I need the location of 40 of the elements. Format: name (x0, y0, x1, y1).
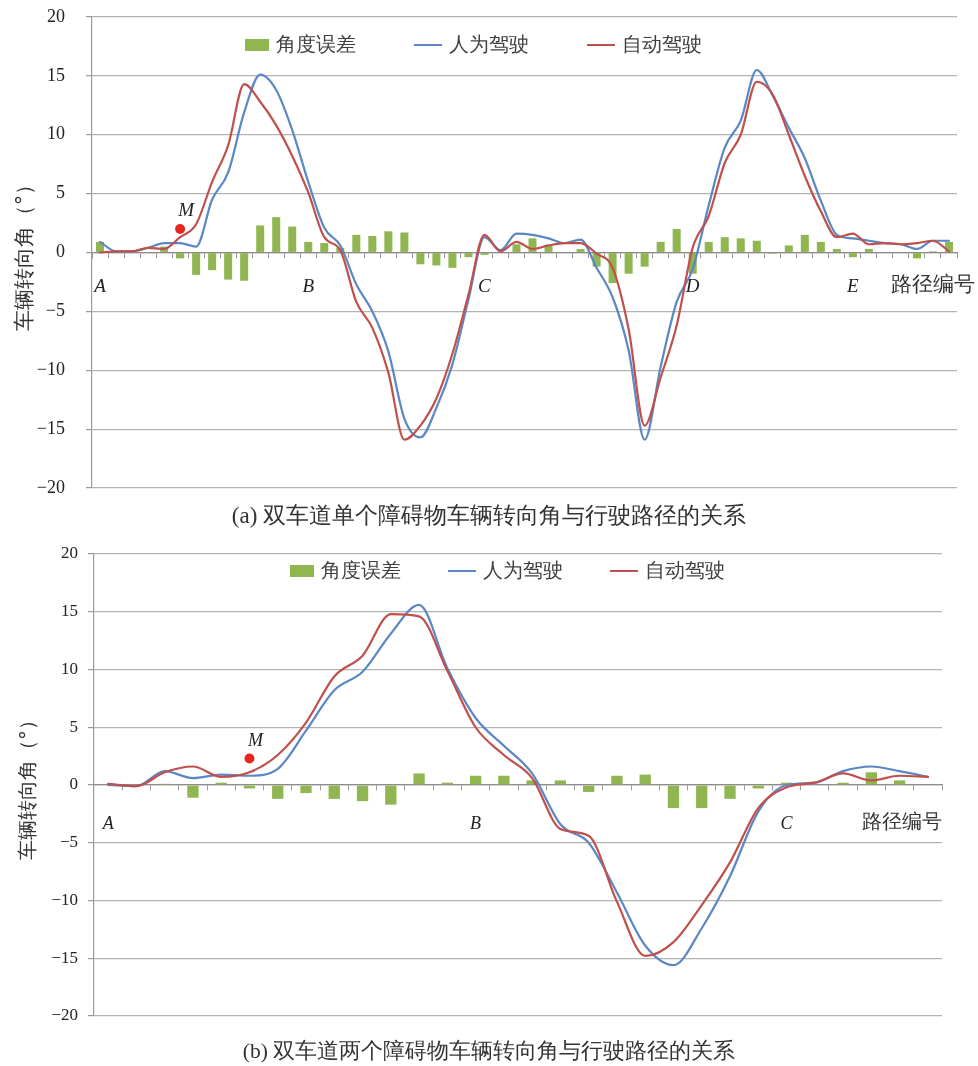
y-tick-label: 20 (47, 5, 65, 26)
x-axis-title: 路径编号 (862, 810, 942, 834)
y-tick-label: −20 (51, 1005, 78, 1025)
x-tick-label: D (684, 274, 700, 296)
y-tick-label: −15 (36, 417, 65, 438)
y-tick-label: −5 (45, 300, 65, 321)
legend-label: 人为驾驶 (449, 31, 529, 58)
x-tick-label: B (302, 274, 315, 296)
x-tick-label: C (478, 274, 492, 296)
legend-label: 自动驾驶 (645, 558, 725, 584)
y-tick-label: 0 (69, 774, 78, 794)
y-tick-label: 20 (61, 543, 78, 563)
y-tick-label: 10 (47, 123, 65, 144)
y-tick-label: −5 (59, 832, 78, 852)
x-tick-label: E (846, 274, 860, 296)
legend-label: 角度误差 (276, 31, 356, 58)
x-tick-label: B (470, 812, 482, 833)
y-tick-label: −10 (36, 358, 65, 379)
y-tick-label: 10 (61, 658, 78, 678)
y-tick-label: 5 (56, 182, 65, 203)
legend-label: 人为驾驶 (483, 558, 563, 584)
x-tick-label: A (92, 274, 107, 296)
y-tick-label: 5 (69, 716, 78, 736)
x-tick-label: C (780, 812, 794, 833)
y-tick-label: 0 (56, 241, 65, 262)
y-axis-title: 车辆转向角（°） (15, 710, 40, 860)
y-tick-label: −20 (36, 476, 65, 497)
legend-label: 角度误差 (321, 558, 401, 584)
y-tick-label: 15 (47, 64, 65, 85)
series-label: M (177, 199, 196, 221)
x-tick-label: A (101, 812, 115, 833)
y-axis-title: 车辆转向角（°） (12, 173, 37, 332)
text: (b) 双车道两个障碍物车辆转向角与行驶路径的关系 (241, 1038, 737, 1065)
y-tick-label: −10 (51, 889, 78, 909)
y-tick-label: −15 (51, 947, 78, 967)
x-axis-title: 路径编号 (891, 271, 975, 296)
legend-label: 自动驾驶 (622, 31, 702, 58)
y-tick-label: 15 (61, 601, 78, 621)
series-label: M (246, 730, 264, 751)
text: (a) 双车道单个障碍物车辆转向角与行驶路径的关系 (230, 502, 748, 530)
